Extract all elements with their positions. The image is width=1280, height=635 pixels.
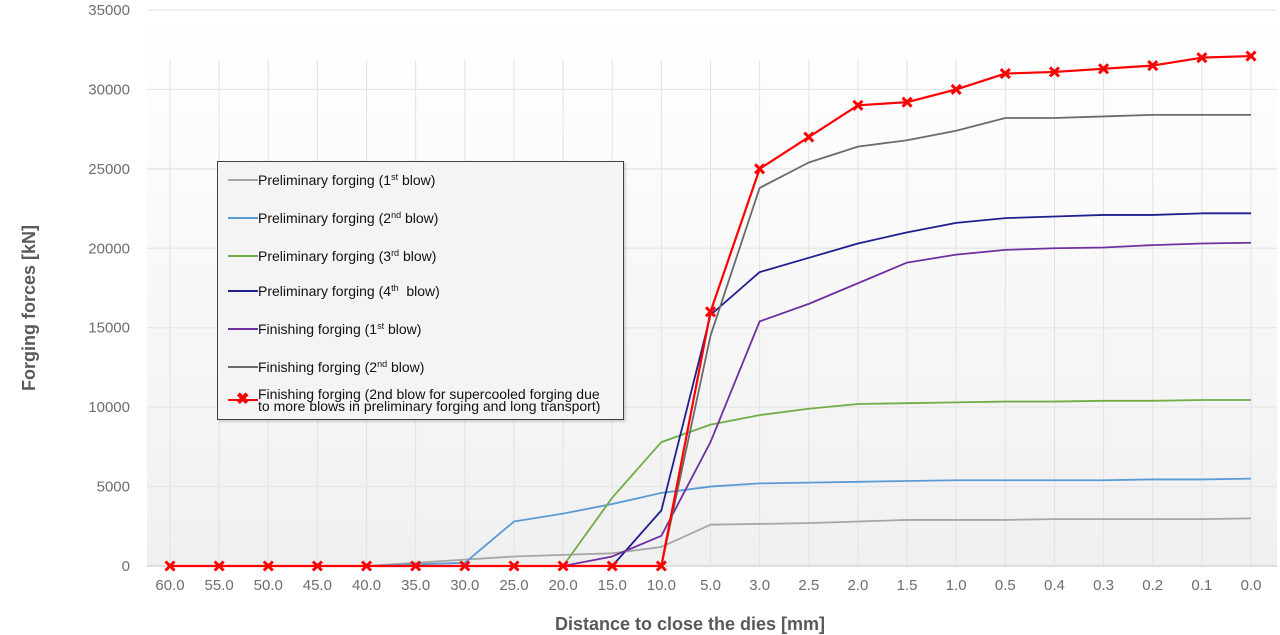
x-tick-label: 3.0 <box>749 577 770 594</box>
legend-item-finish-2nd: Finishing forging (2nd blow) <box>228 358 425 375</box>
x-tick-label: 45.0 <box>303 577 332 594</box>
x-marker-icon <box>459 560 471 572</box>
x-tick-label: 0.0 <box>1241 577 1262 594</box>
legend-item-prelim-3rd: Preliminary forging (3rd blow) <box>228 247 437 264</box>
series-line <box>366 517 1252 567</box>
series-line <box>660 113 1251 567</box>
legend-line-swatch <box>228 173 258 187</box>
x-tick-label: 30.0 <box>450 577 479 594</box>
x-tick-label: 15.0 <box>598 577 627 594</box>
y-axis-tick-labels: 0 5000 10000 15000 20000 25000 30000 35000 <box>88 2 130 575</box>
x-tick-label: 35.0 <box>401 577 430 594</box>
x-axis-title: Distance to close the dies [mm] <box>555 614 825 634</box>
x-tick-label: 1.5 <box>897 577 918 594</box>
x-tick-label: 40.0 <box>352 577 381 594</box>
x-marker-icon <box>999 67 1011 80</box>
x-tick-label: 5.0 <box>700 577 721 594</box>
x-marker-icon <box>950 83 962 95</box>
x-marker-icon <box>1147 60 1159 72</box>
x-tick-label: 20.0 <box>548 577 577 594</box>
x-tick-label: 50.0 <box>254 577 283 594</box>
y-tick-label: 15000 <box>88 320 130 337</box>
x-marker-icon <box>803 131 815 143</box>
y-tick-label: 5000 <box>97 479 130 496</box>
x-tick-label: 60.0 <box>155 577 184 594</box>
y-tick-label: 35000 <box>88 2 130 19</box>
legend-label: Finishing forging (1st blow) <box>258 320 422 337</box>
y-tick-label: 10000 <box>88 399 130 416</box>
x-marker-icon <box>557 560 569 572</box>
x-marker-icon <box>852 99 864 111</box>
x-tick-label: 2.0 <box>847 577 868 594</box>
x-tick-label: 0.2 <box>1142 577 1163 594</box>
x-tick-label: 55.0 <box>205 577 234 594</box>
legend-label: Preliminary forging (4th blow) <box>258 282 440 299</box>
y-axis-title: Forging forces [kN] <box>19 225 39 391</box>
x-tick-label: 0.5 <box>995 577 1016 594</box>
x-marker-icon <box>311 560 323 572</box>
legend-line-swatch <box>228 322 258 336</box>
x-marker-icon <box>754 163 766 175</box>
legend-label: Finishing forging (2nd blow for supercoo… <box>258 386 601 414</box>
legend-item-prelim-2nd: Preliminary forging (2nd blow) <box>228 209 439 226</box>
x-tick-label: 0.1 <box>1191 577 1212 594</box>
x-axis-tick-labels: 60.0 55.0 50.0 45.0 40.0 35.0 30.0 25.0 20.0 15.0… <box>155 577 1261 594</box>
x-marker-icon <box>1245 50 1257 62</box>
y-tick-label: 0 <box>122 558 130 575</box>
series-lines <box>164 50 1257 572</box>
legend-item-finish-1st: Finishing forging (1st blow) <box>228 320 422 337</box>
x-marker-icon <box>901 96 913 108</box>
series-line <box>562 241 1252 567</box>
legend-line-swatch <box>228 249 258 263</box>
x-marker-icon <box>410 560 422 572</box>
x-marker-icon <box>1196 52 1208 64</box>
x-marker-icon <box>262 560 274 572</box>
x-tick-label: 2.5 <box>798 577 819 594</box>
y-tick-label: 25000 <box>88 161 130 178</box>
legend-line-swatch <box>228 284 258 298</box>
y-tick-label: 30000 <box>88 81 130 98</box>
x-tick-label: 0.4 <box>1044 577 1065 594</box>
x-marker-icon <box>1098 63 1110 75</box>
x-marker-icon <box>606 560 618 572</box>
series-line <box>366 477 1252 567</box>
x-marker-icon <box>164 560 176 572</box>
x-marker-icon: ✖ <box>236 391 250 408</box>
x-tick-label: 1.0 <box>946 577 967 594</box>
x-marker-icon <box>360 560 373 572</box>
legend-line-swatch <box>228 211 258 225</box>
legend-line-swatch: ✖ <box>228 391 258 408</box>
legend-item-prelim-1st: Preliminary forging (1st blow) <box>228 171 436 188</box>
y-tick-label: 20000 <box>88 240 130 257</box>
chart-legend: Preliminary forging (1st blow) Prelimina… <box>217 161 624 420</box>
x-tick-label: 10.0 <box>647 577 676 594</box>
x-tick-label: 0.3 <box>1093 577 1114 594</box>
legend-line-swatch <box>228 360 258 374</box>
legend-label: Preliminary forging (2nd blow) <box>258 209 439 226</box>
x-marker-icon <box>704 306 717 318</box>
x-marker-icon <box>213 560 225 572</box>
legend-item-prelim-4th: Preliminary forging (4th blow) <box>228 282 440 299</box>
legend-label: Preliminary forging (3rd blow) <box>258 247 437 264</box>
x-marker-icon <box>655 560 667 572</box>
x-marker-icon <box>1048 66 1061 78</box>
series-line <box>611 212 1251 567</box>
x-marker-icon <box>508 560 520 572</box>
legend-label: Preliminary forging (1st blow) <box>258 171 436 188</box>
legend-label: Finishing forging (2nd blow) <box>258 358 425 375</box>
legend-item-finish-supercooled: ✖ Finishing forging (2nd blow for superc… <box>228 386 601 414</box>
series-line <box>562 399 1251 567</box>
x-tick-label: 25.0 <box>499 577 528 594</box>
